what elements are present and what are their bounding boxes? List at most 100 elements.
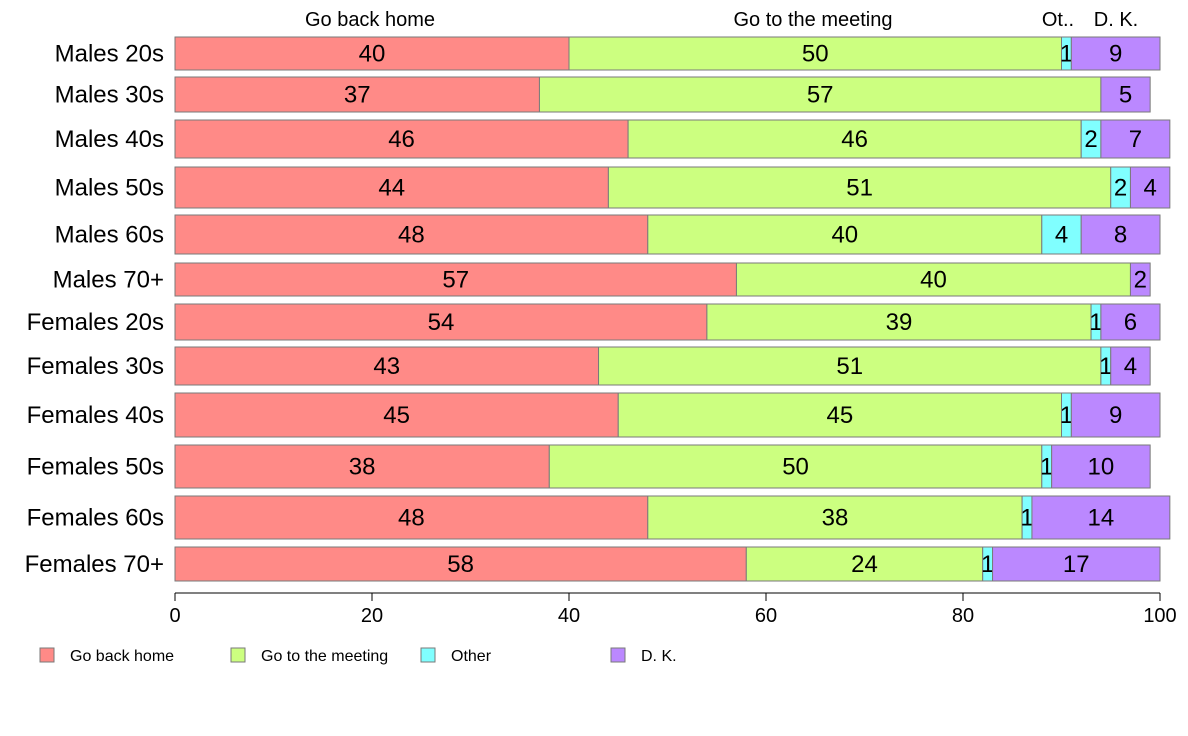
legend-label: Other <box>451 648 492 665</box>
bar-segment <box>627 119 1082 159</box>
bar-segment <box>174 36 570 71</box>
data-label: 8 <box>1114 222 1127 249</box>
data-label: 1 <box>1040 454 1053 481</box>
legend-swatch <box>610 647 626 663</box>
data-label: 14 <box>1088 505 1115 532</box>
data-label: 57 <box>442 267 469 294</box>
bar-segment <box>647 214 1043 255</box>
data-label: 46 <box>841 126 868 153</box>
bar-segment <box>992 546 1161 582</box>
category-label: Males 40s <box>55 126 164 153</box>
legend-swatch <box>39 647 55 663</box>
x-tick-label: 80 <box>952 605 974 627</box>
bar-segment <box>174 166 609 209</box>
bar-segment <box>735 262 1131 297</box>
bar-segment <box>1080 214 1161 255</box>
legend-swatch <box>230 647 246 663</box>
bar-segment <box>598 346 1102 386</box>
data-label: 1 <box>1060 402 1073 429</box>
category-label: Females 20s <box>27 309 164 336</box>
data-label: 40 <box>359 41 386 68</box>
bar-segment <box>745 546 984 582</box>
bar-segment <box>1031 495 1171 540</box>
data-label: 17 <box>1063 551 1090 578</box>
bar-segment <box>174 495 649 540</box>
data-label: 9 <box>1109 41 1122 68</box>
bar-segment <box>174 262 737 297</box>
data-label: 9 <box>1109 402 1122 429</box>
data-label: 2 <box>1084 126 1097 153</box>
data-label: 4 <box>1143 175 1156 202</box>
bar-segment <box>647 495 1023 540</box>
bar-segment <box>538 76 1102 113</box>
legend-label: D. K. <box>641 648 677 665</box>
data-label: 1 <box>981 551 994 578</box>
bar-segment <box>174 444 550 489</box>
bar-segment <box>174 346 600 386</box>
data-label: 2 <box>1134 267 1147 294</box>
legend-swatch <box>420 647 436 663</box>
category-label: Males 70+ <box>53 267 164 294</box>
data-label: 58 <box>447 551 474 578</box>
data-label: 4 <box>1124 353 1137 380</box>
category-label: Females 70+ <box>25 551 164 578</box>
data-label: 1 <box>1099 353 1112 380</box>
bar-segment <box>1041 214 1082 255</box>
data-label: 45 <box>827 402 854 429</box>
data-label: 40 <box>920 267 947 294</box>
bar-segment <box>568 36 1062 71</box>
data-label: 2 <box>1114 175 1127 202</box>
data-label: 50 <box>782 454 809 481</box>
category-label: Males 60s <box>55 222 164 249</box>
data-label: 57 <box>807 82 834 109</box>
x-tick-label: 60 <box>755 605 777 627</box>
bar-segment <box>706 303 1092 341</box>
bar-segment <box>174 303 708 341</box>
legend-label: Go back home <box>70 648 174 665</box>
bar-segment <box>174 392 619 438</box>
x-tick-label: 20 <box>361 605 383 627</box>
data-label: 45 <box>383 402 410 429</box>
data-label: 5 <box>1119 82 1132 109</box>
bar-segment <box>1100 119 1171 159</box>
data-label: 54 <box>428 309 455 336</box>
bar-segment <box>1129 166 1171 209</box>
top-series-label: Go back home <box>305 9 435 31</box>
bar-segment <box>607 166 1112 209</box>
bar-segment <box>174 76 540 113</box>
x-tick-label: 40 <box>558 605 580 627</box>
top-series-label: Ot.. <box>1042 9 1074 31</box>
data-label: 48 <box>398 222 425 249</box>
data-label: 48 <box>398 505 425 532</box>
category-label: Females 30s <box>27 353 164 380</box>
x-tick-label: 0 <box>169 605 180 627</box>
bar-segment <box>1129 262 1151 297</box>
category-label: Females 50s <box>27 454 164 481</box>
bar-segment <box>1070 392 1161 438</box>
x-tick-label: 100 <box>1143 605 1176 627</box>
data-label: 1 <box>1020 505 1033 532</box>
bar-segment <box>1110 346 1151 386</box>
category-label: Males 20s <box>55 41 164 68</box>
data-label: 38 <box>349 454 376 481</box>
data-label: 46 <box>388 126 415 153</box>
data-label: 38 <box>822 505 849 532</box>
bar-segment <box>174 119 629 159</box>
bar-segment <box>1100 303 1161 341</box>
bar-segment <box>1100 76 1151 113</box>
data-label: 4 <box>1055 222 1068 249</box>
data-label: 51 <box>836 353 863 380</box>
data-label: 1 <box>1060 41 1073 68</box>
data-label: 43 <box>373 353 400 380</box>
top-series-label: Go to the meeting <box>734 9 893 31</box>
category-label: Males 50s <box>55 175 164 202</box>
bar-segment <box>1051 444 1151 489</box>
data-label: 39 <box>886 309 913 336</box>
data-label: 6 <box>1124 309 1137 336</box>
data-label: 40 <box>831 222 858 249</box>
data-label: 44 <box>378 175 405 202</box>
legend-label: Go to the meeting <box>261 648 388 665</box>
category-label: Females 40s <box>27 402 164 429</box>
